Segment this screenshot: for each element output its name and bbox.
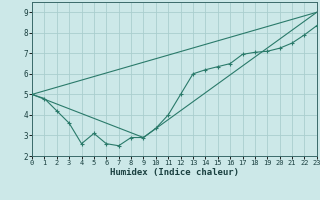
X-axis label: Humidex (Indice chaleur): Humidex (Indice chaleur) <box>110 168 239 177</box>
